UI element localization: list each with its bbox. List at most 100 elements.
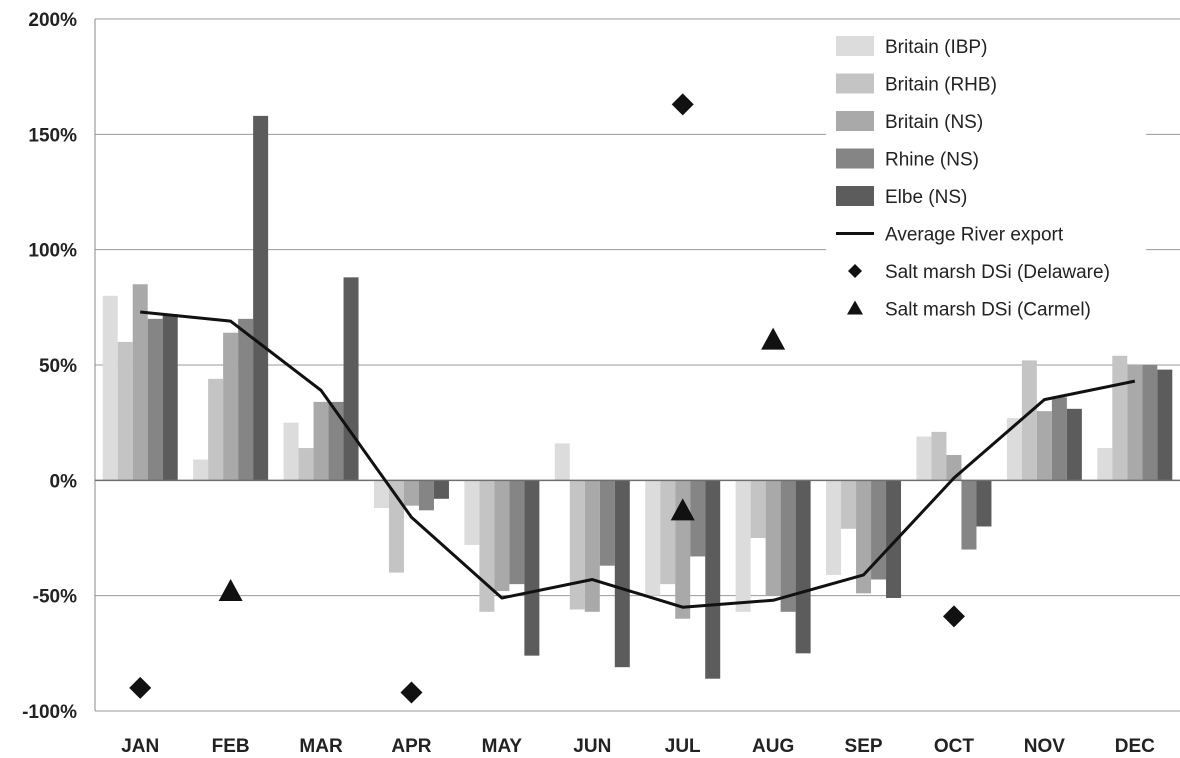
bar xyxy=(343,277,359,481)
legend-background xyxy=(826,28,1146,326)
bar xyxy=(464,480,480,545)
bar xyxy=(283,422,299,481)
bar xyxy=(1051,397,1067,481)
bar xyxy=(193,459,209,481)
x-tick-labels: JAN FEB MAR APR MAY JUN JUL AUG SEP OCT NOV DEC xyxy=(121,736,1155,757)
x-tick-label: NOV xyxy=(1024,736,1066,757)
bar xyxy=(494,480,510,592)
bar-series xyxy=(102,115,1173,679)
triangle-marker xyxy=(761,327,786,350)
legend: Britain (IBP) Britain (RHB) Britain (NS) Rh… xyxy=(826,28,1146,326)
bar xyxy=(1142,365,1158,481)
diamond-marker xyxy=(671,93,694,116)
marker-series xyxy=(129,93,965,704)
diamond-marker xyxy=(129,676,152,699)
bar xyxy=(841,480,857,529)
gridlines xyxy=(94,18,1180,712)
bar xyxy=(1157,369,1173,481)
x-tick-label: JUL xyxy=(665,736,701,757)
legend-swatch xyxy=(836,36,874,56)
legend-label: Elbe (NS) xyxy=(885,187,967,208)
bar xyxy=(509,480,525,585)
bar xyxy=(328,401,344,481)
bar xyxy=(132,284,148,481)
bar xyxy=(1127,365,1143,481)
x-tick-label: MAY xyxy=(482,736,523,757)
x-tick-label: DEC xyxy=(1115,736,1155,757)
bar xyxy=(690,480,706,557)
bar xyxy=(660,480,676,585)
bar xyxy=(614,480,630,668)
bar xyxy=(162,314,178,481)
x-tick-label: JUN xyxy=(573,736,611,757)
legend-label: Britain (NS) xyxy=(885,112,983,133)
y-tick-label: 150% xyxy=(28,125,77,146)
bar xyxy=(735,480,751,612)
bar xyxy=(856,480,872,594)
bar xyxy=(479,480,495,612)
average-line-series xyxy=(140,310,1136,609)
bar xyxy=(1066,408,1082,481)
bar xyxy=(1021,360,1037,481)
y-tick-label: -50% xyxy=(33,587,77,608)
bar xyxy=(373,480,389,509)
bar xyxy=(208,378,224,481)
bar xyxy=(1097,448,1113,481)
bar xyxy=(765,480,781,596)
bar xyxy=(238,318,254,481)
bar xyxy=(102,295,118,481)
bar xyxy=(826,480,842,575)
bar xyxy=(403,480,419,506)
triangle-marker xyxy=(670,498,695,521)
bar xyxy=(524,480,540,656)
bar xyxy=(705,480,721,679)
bar xyxy=(1112,355,1128,481)
bar xyxy=(147,318,163,481)
y-tick-label: -100% xyxy=(22,702,77,723)
bar xyxy=(750,480,766,538)
legend-label: Britain (IBP) xyxy=(885,37,987,58)
legend-swatch xyxy=(836,148,874,169)
y-tick-label: 50% xyxy=(39,356,77,377)
bar xyxy=(886,480,902,598)
bar xyxy=(780,480,796,612)
bar xyxy=(584,480,600,612)
legend-swatch xyxy=(836,73,874,94)
bar xyxy=(645,480,661,596)
diamond-marker xyxy=(400,681,423,704)
legend-swatch xyxy=(836,111,874,131)
diamond-marker xyxy=(942,605,965,628)
y-tick-labels: -100% -50% 0% 50% 100% 150% 200% xyxy=(22,10,77,723)
bar xyxy=(795,480,811,654)
x-tick-label: MAR xyxy=(299,736,343,757)
x-tick-label: AUG xyxy=(752,736,794,757)
legend-triangle-swatch xyxy=(847,300,863,315)
bar xyxy=(418,480,434,511)
bar xyxy=(569,480,585,610)
legend-swatch xyxy=(836,186,874,206)
legend-label: Rhine (NS) xyxy=(885,150,979,171)
bar xyxy=(931,431,947,481)
y-tick-label: 0% xyxy=(50,471,78,492)
legend-diamond-swatch xyxy=(848,264,862,278)
legend-label: Britain (RHB) xyxy=(885,75,997,96)
bar xyxy=(298,448,314,481)
bar xyxy=(117,341,133,481)
y-tick-label: 100% xyxy=(28,241,77,262)
bar xyxy=(1006,418,1022,481)
bar xyxy=(253,115,269,481)
average-river-export-line xyxy=(140,310,1136,609)
bar xyxy=(554,443,570,481)
legend-label: Average River export xyxy=(885,225,1064,246)
bar xyxy=(313,401,329,481)
bar xyxy=(433,480,449,499)
bar xyxy=(1036,411,1052,481)
bar xyxy=(976,480,992,527)
bar xyxy=(916,436,932,481)
bar xyxy=(599,480,615,566)
triangle-marker xyxy=(218,579,243,602)
x-tick-label: FEB xyxy=(212,736,250,757)
x-tick-label: APR xyxy=(391,736,431,757)
x-tick-label: JAN xyxy=(121,736,159,757)
